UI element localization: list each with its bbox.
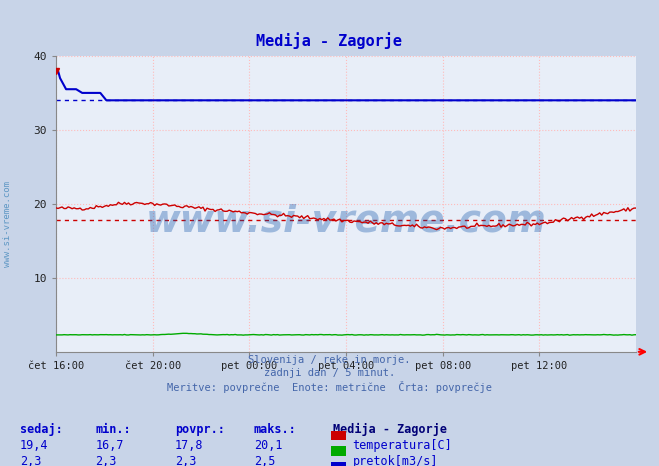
Text: min.:: min.: bbox=[96, 423, 131, 436]
Text: maks.:: maks.: bbox=[254, 423, 297, 436]
Text: povpr.:: povpr.: bbox=[175, 423, 225, 436]
Text: 17,8: 17,8 bbox=[175, 439, 203, 452]
Text: temperatura[C]: temperatura[C] bbox=[353, 439, 452, 452]
Text: 2,3: 2,3 bbox=[96, 455, 117, 466]
Text: pretok[m3/s]: pretok[m3/s] bbox=[353, 455, 438, 466]
Text: 2,3: 2,3 bbox=[175, 455, 196, 466]
Text: Medija - Zagorje: Medija - Zagorje bbox=[333, 423, 447, 436]
Text: zadnji dan / 5 minut.: zadnji dan / 5 minut. bbox=[264, 368, 395, 378]
Text: 16,7: 16,7 bbox=[96, 439, 124, 452]
Text: www.si-vreme.com: www.si-vreme.com bbox=[3, 181, 13, 267]
Text: 20,1: 20,1 bbox=[254, 439, 282, 452]
Text: 19,4: 19,4 bbox=[20, 439, 48, 452]
Text: Meritve: povprečne  Enote: metrične  Črta: povprečje: Meritve: povprečne Enote: metrične Črta:… bbox=[167, 381, 492, 393]
Text: 2,3: 2,3 bbox=[20, 455, 41, 466]
Text: Medija - Zagorje: Medija - Zagorje bbox=[256, 32, 403, 49]
Text: sedaj:: sedaj: bbox=[20, 423, 63, 436]
Text: Slovenija / reke in morje.: Slovenija / reke in morje. bbox=[248, 355, 411, 365]
Text: 2,5: 2,5 bbox=[254, 455, 275, 466]
Text: www.si-vreme.com: www.si-vreme.com bbox=[146, 204, 546, 240]
